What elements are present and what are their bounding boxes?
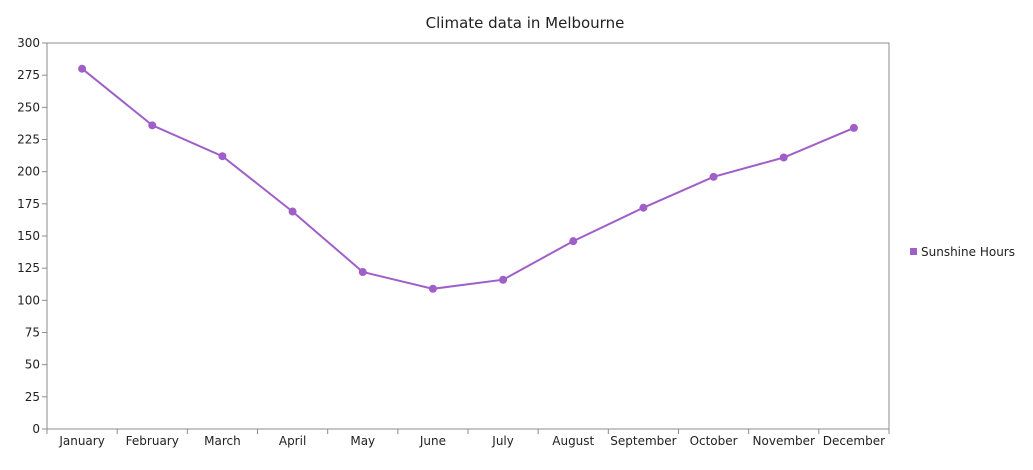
plot-area	[46, 42, 890, 430]
series-layer	[78, 64, 858, 293]
data-point[interactable]	[148, 121, 157, 130]
x-tick-label: July	[491, 434, 514, 448]
data-point[interactable]	[218, 152, 227, 161]
data-point[interactable]	[78, 64, 87, 73]
data-point[interactable]	[569, 237, 578, 246]
x-tick-label: September	[610, 434, 676, 448]
y-tick-label: 200	[17, 165, 40, 179]
x-tick-label: August	[552, 434, 594, 448]
y-tick-label: 225	[17, 133, 40, 147]
x-tick-label: April	[279, 434, 306, 448]
x-tick-label: December	[823, 434, 885, 448]
legend-label: Sunshine Hours	[921, 245, 1015, 259]
y-tick-label: 0	[32, 422, 40, 436]
data-point[interactable]	[499, 275, 508, 284]
x-tick-label: November	[753, 434, 815, 448]
chart-title: Climate data in Melbourne	[426, 14, 625, 32]
data-point[interactable]	[849, 123, 858, 132]
x-tick-label: October	[690, 434, 738, 448]
y-tick-label: 275	[17, 68, 40, 82]
y-axis: 0 25 50 75 100 125 150 175 200 225 250 275 300	[17, 36, 47, 436]
legend-swatch	[910, 248, 917, 255]
y-tick-label: 150	[17, 229, 40, 243]
y-tick-label: 250	[17, 100, 40, 114]
data-point[interactable]	[428, 284, 437, 293]
series-line	[81, 67, 855, 290]
x-tick-label: May	[350, 434, 375, 448]
x-tick-label: February	[126, 434, 179, 448]
legend[interactable]: Sunshine Hours	[910, 245, 1015, 259]
x-axis: January February March April May June July Augu…	[46, 429, 890, 448]
x-tick-label: June	[419, 434, 446, 448]
data-point[interactable]	[709, 172, 718, 181]
x-tick-label: January	[58, 434, 105, 448]
y-tick-label: 300	[17, 36, 40, 50]
y-tick-label: 75	[25, 326, 40, 340]
y-tick-label: 50	[25, 358, 40, 372]
data-point[interactable]	[358, 268, 367, 277]
data-point[interactable]	[288, 207, 297, 216]
data-point[interactable]	[639, 203, 648, 212]
y-tick-label: 100	[17, 293, 40, 307]
y-tick-label: 175	[17, 197, 40, 211]
x-tick-label: March	[204, 434, 241, 448]
y-tick-label: 25	[25, 390, 40, 404]
y-tick-label: 125	[17, 261, 40, 275]
data-point[interactable]	[779, 153, 788, 162]
